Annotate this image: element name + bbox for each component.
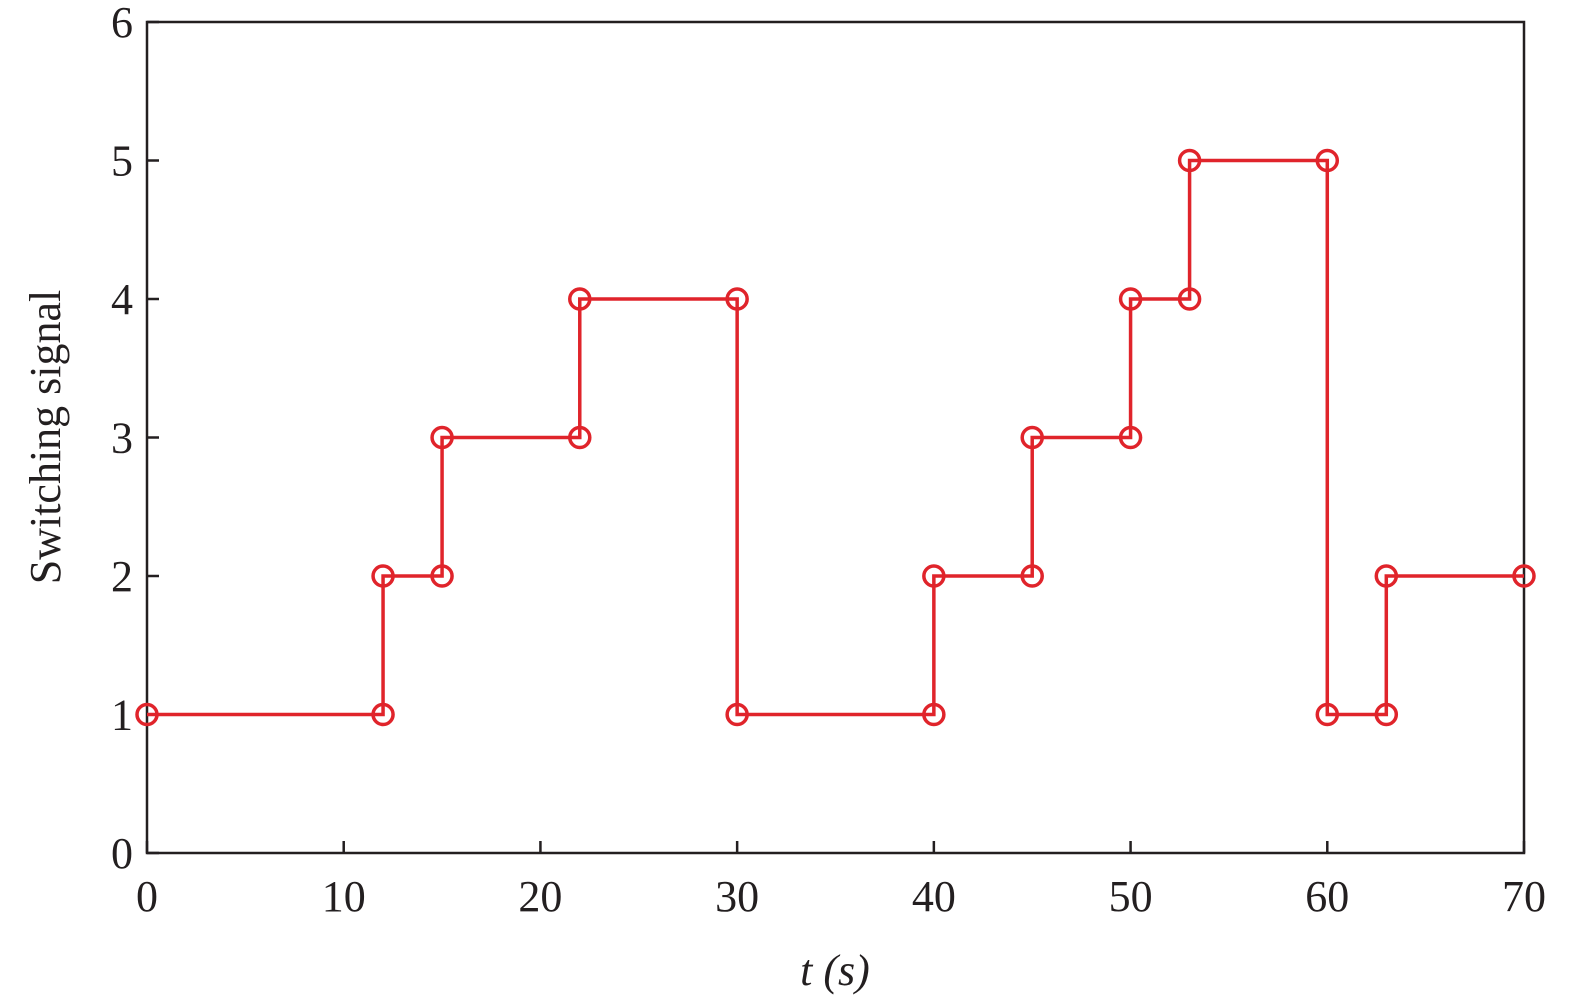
y-tick-label: 0 (111, 829, 133, 878)
x-tick-label: 30 (715, 872, 759, 921)
y-tick-label: 6 (111, 0, 133, 47)
marker (135, 702, 159, 727)
plot-frame (145, 20, 1526, 855)
x-axis-label: t (s) (800, 946, 870, 995)
marker (430, 564, 454, 588)
marker (371, 702, 395, 727)
x-tick-label: 10 (322, 872, 366, 921)
marker (1020, 425, 1044, 450)
marker (922, 564, 946, 588)
y-axis-label: Switching signal (21, 290, 70, 585)
y-tick-label: 2 (111, 552, 133, 601)
marker (1118, 287, 1143, 311)
y-tick-label: 5 (111, 137, 133, 186)
marker (1512, 564, 1536, 588)
marker (725, 287, 749, 311)
x-tick-label: 20 (518, 872, 562, 921)
signal-line (147, 158, 1524, 717)
marker (1177, 287, 1202, 311)
y-tick-label: 1 (111, 691, 133, 740)
marker (568, 425, 592, 450)
marker (725, 702, 749, 727)
marker (922, 702, 946, 727)
y-tick-label: 4 (111, 275, 133, 324)
marker (1020, 564, 1044, 588)
y-tick-label: 3 (111, 414, 133, 463)
x-tick-label: 70 (1502, 872, 1546, 921)
x-tick-label: 50 (1109, 872, 1153, 921)
marker (1374, 702, 1399, 727)
x-tick-label: 60 (1305, 872, 1349, 921)
marker (1177, 148, 1202, 173)
marker (1315, 702, 1340, 727)
marker (1315, 148, 1340, 173)
x-tick-label: 0 (136, 872, 158, 921)
marker (371, 564, 395, 588)
x-tick-label: 40 (912, 872, 956, 921)
marker (430, 425, 454, 450)
marker (568, 287, 592, 311)
marker (1374, 564, 1399, 588)
marker (1118, 425, 1143, 450)
